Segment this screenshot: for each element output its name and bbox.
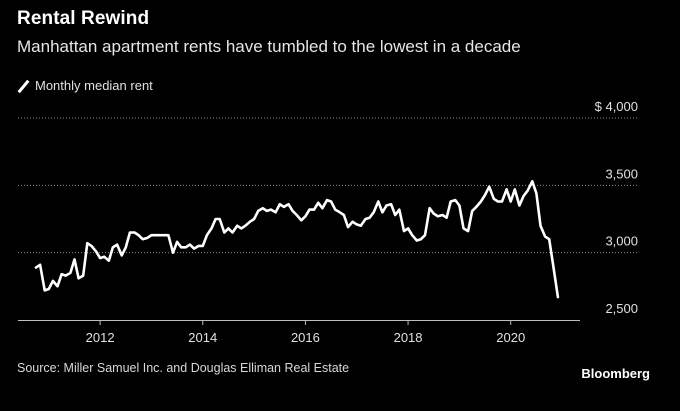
x-tick-label-2012: 2012: [86, 330, 115, 345]
x-tick-label-2016: 2016: [291, 330, 320, 345]
x-axis: [18, 320, 580, 325]
y-tick-label-3000: 3,000: [605, 234, 638, 249]
y-tick-label-2500: 2,500: [605, 301, 638, 316]
x-tick-label-2014: 2014: [188, 330, 217, 345]
x-axis-tick-labels: 2012 2014 2016 2018 2020: [86, 330, 526, 345]
chart-subtitle: Manhattan apartment rents have tumbled t…: [17, 37, 521, 56]
y-tick-label-3500: 3,500: [605, 166, 638, 181]
x-tick-label-2020: 2020: [496, 330, 525, 345]
y-tick-label-4000: $ 4,000: [595, 99, 638, 114]
legend-label: Monthly median rent: [35, 78, 153, 93]
gridlines: [18, 117, 638, 254]
y-axis-tick-labels: 2,500 3,000 3,500 $ 4,000: [595, 99, 638, 316]
chart-legend: Monthly median rent: [17, 78, 153, 93]
chart-title: Rental Rewind: [17, 8, 150, 29]
source-note: Source: Miller Samuel Inc. and Douglas E…: [17, 361, 350, 375]
bloomberg-logo: Bloomberg: [581, 366, 650, 381]
x-tick-label-2018: 2018: [394, 330, 423, 345]
series-line-monthly-median-rent: [34, 180, 560, 299]
